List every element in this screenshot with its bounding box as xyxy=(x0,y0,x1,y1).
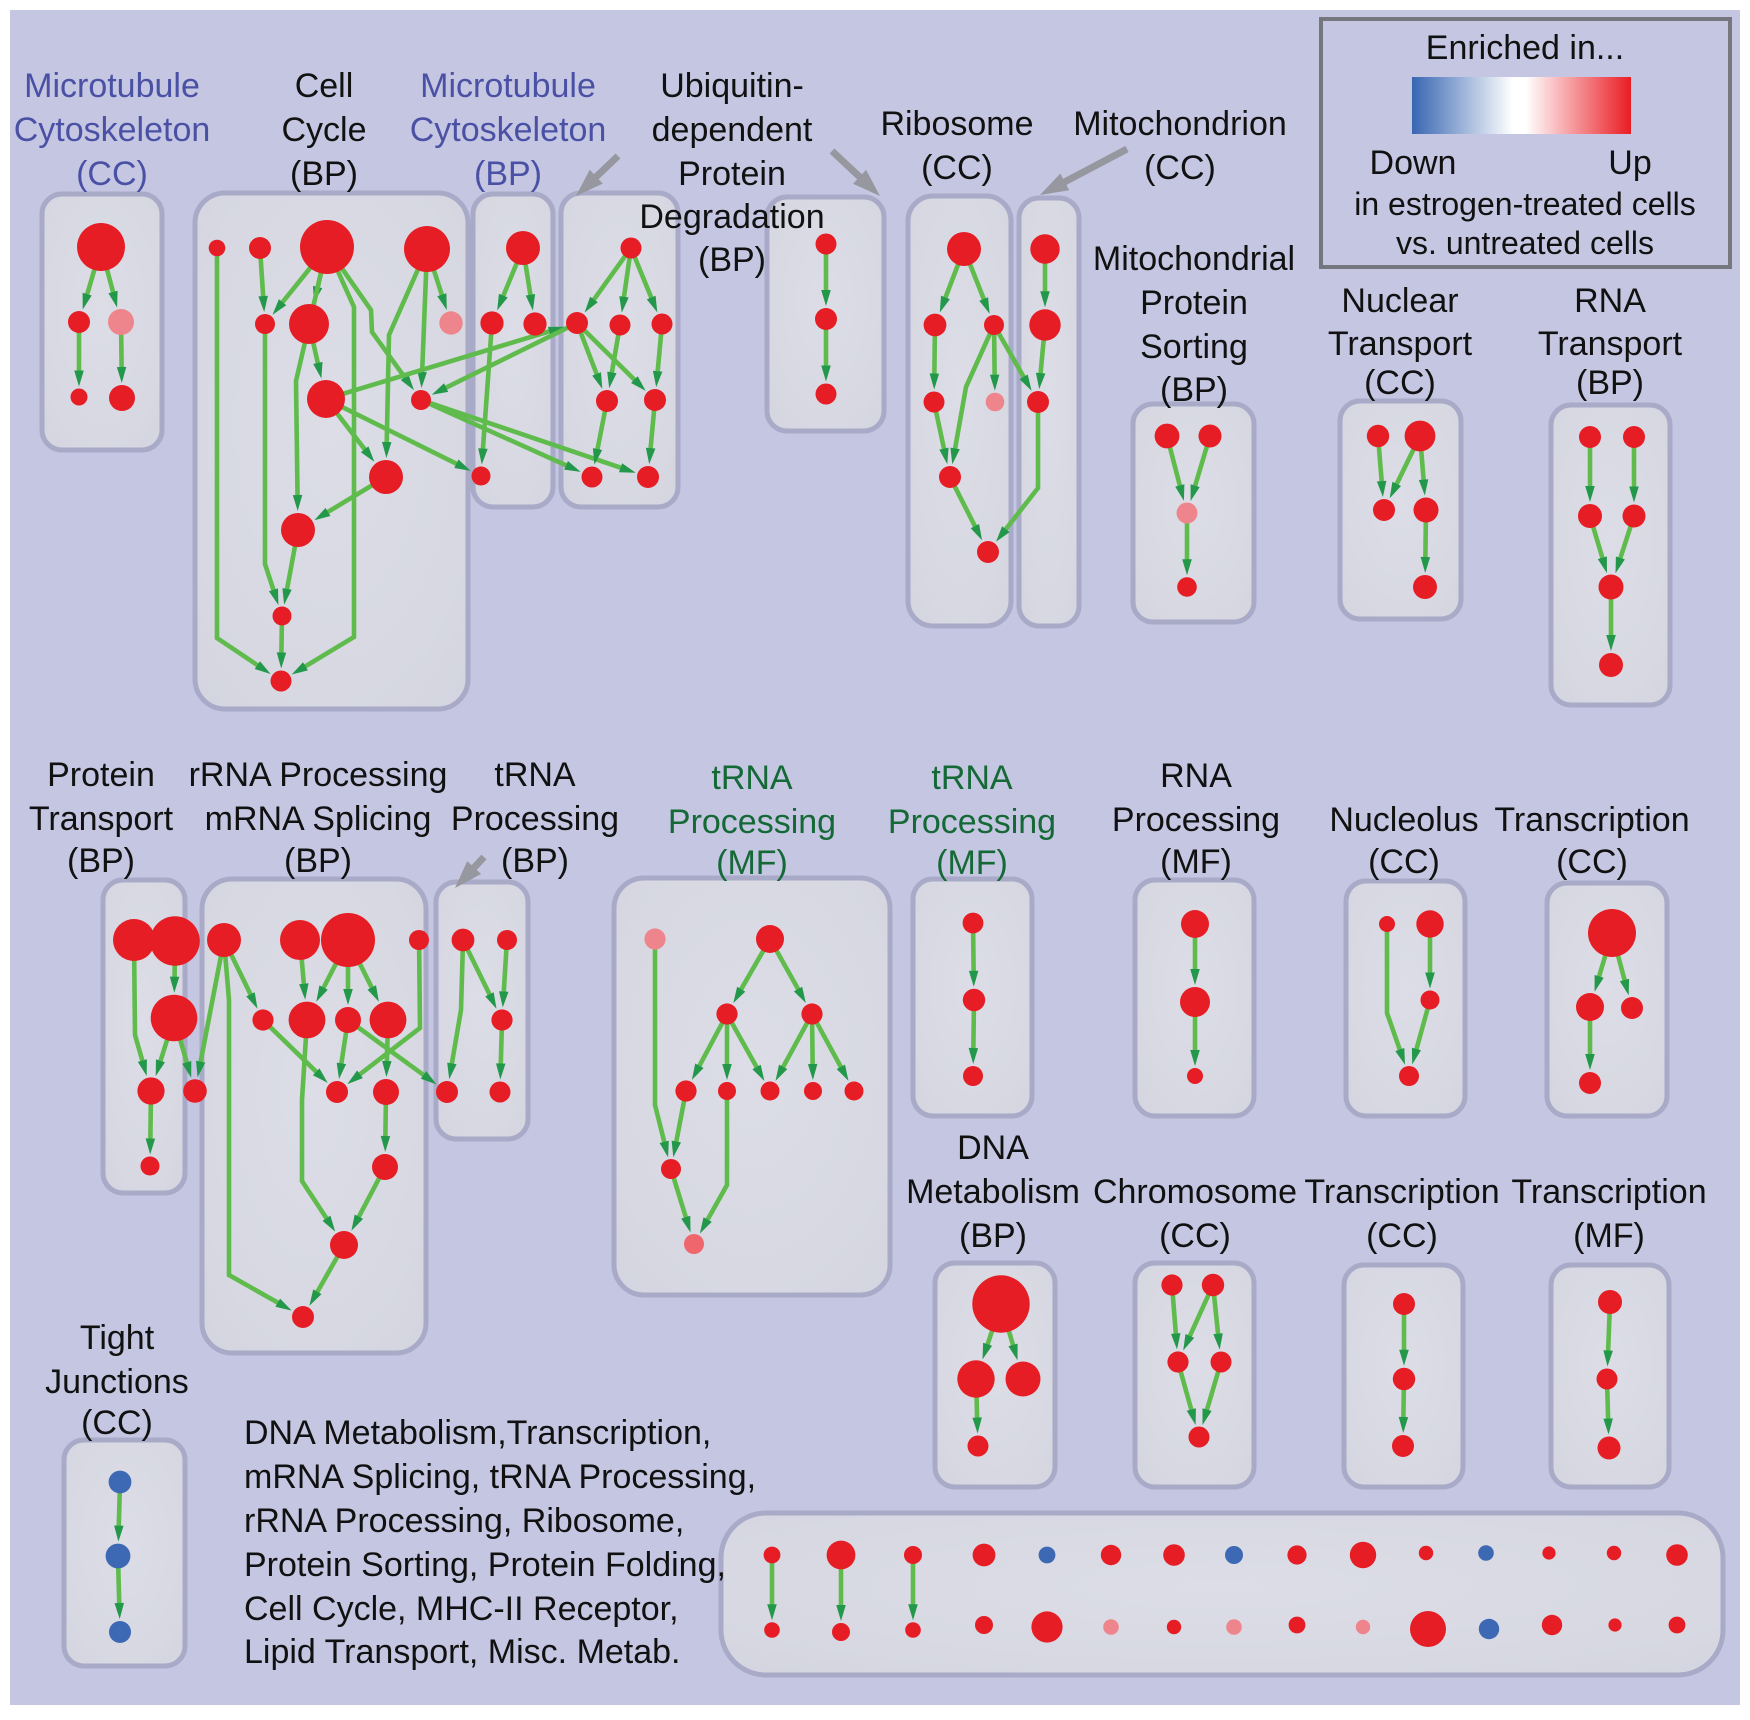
svg-text:(BP): (BP) xyxy=(959,1217,1027,1255)
svg-text:(BP): (BP) xyxy=(698,241,766,279)
svg-text:(CC): (CC) xyxy=(1144,149,1216,187)
svg-text:Transcription: Transcription xyxy=(1304,1173,1499,1211)
svg-text:Cytoskeleton: Cytoskeleton xyxy=(410,111,607,149)
svg-text:mRNA Splicing, tRNA Processing: mRNA Splicing, tRNA Processing, xyxy=(244,1458,756,1496)
svg-text:Protein: Protein xyxy=(47,756,155,794)
svg-text:(BP): (BP) xyxy=(284,842,352,880)
svg-text:tRNA: tRNA xyxy=(711,759,793,797)
svg-text:Mitochondrion: Mitochondrion xyxy=(1073,105,1287,143)
svg-text:Chromosome: Chromosome xyxy=(1093,1173,1297,1211)
svg-text:Nucleolus: Nucleolus xyxy=(1329,801,1478,839)
svg-text:Microtubule: Microtubule xyxy=(24,67,200,105)
svg-text:Nuclear: Nuclear xyxy=(1341,282,1458,320)
svg-text:(CC): (CC) xyxy=(1368,843,1440,881)
svg-text:Protein Sorting, Protein Foldi: Protein Sorting, Protein Folding, xyxy=(244,1546,726,1584)
svg-text:(BP): (BP) xyxy=(67,842,135,880)
svg-text:Cycle: Cycle xyxy=(281,111,366,149)
svg-text:Tight: Tight xyxy=(80,1319,155,1357)
svg-text:DNA Metabolism,Transcription,: DNA Metabolism,Transcription, xyxy=(244,1414,711,1452)
svg-text:RNA: RNA xyxy=(1574,282,1646,320)
svg-text:Enriched in...: Enriched in... xyxy=(1426,29,1624,67)
svg-text:Up: Up xyxy=(1608,144,1651,182)
svg-text:Ribosome: Ribosome xyxy=(880,105,1033,143)
svg-text:(BP): (BP) xyxy=(290,155,358,193)
svg-text:rRNA Processing: rRNA Processing xyxy=(189,756,448,794)
svg-text:Cell Cycle, MHC-II Receptor,: Cell Cycle, MHC-II Receptor, xyxy=(244,1590,679,1628)
svg-text:Ubiquitin-: Ubiquitin- xyxy=(660,67,804,105)
svg-text:(CC): (CC) xyxy=(1366,1217,1438,1255)
svg-text:Down: Down xyxy=(1370,144,1457,182)
svg-text:(BP): (BP) xyxy=(501,842,569,880)
svg-text:rRNA Processing, Ribosome,: rRNA Processing, Ribosome, xyxy=(244,1502,684,1540)
svg-text:Mitochondrial: Mitochondrial xyxy=(1093,240,1295,278)
svg-text:(CC): (CC) xyxy=(1556,843,1628,881)
svg-text:(MF): (MF) xyxy=(716,844,788,882)
svg-text:(CC): (CC) xyxy=(1364,364,1436,402)
svg-text:(MF): (MF) xyxy=(1573,1217,1645,1255)
svg-text:vs. untreated cells: vs. untreated cells xyxy=(1396,225,1654,261)
svg-text:Processing: Processing xyxy=(451,800,619,838)
svg-text:in estrogen-treated cells: in estrogen-treated cells xyxy=(1354,186,1696,222)
svg-text:Transport: Transport xyxy=(1538,325,1683,363)
svg-text:Transport: Transport xyxy=(29,800,174,838)
svg-text:Cell: Cell xyxy=(295,67,354,105)
svg-text:Transport: Transport xyxy=(1328,325,1473,363)
svg-text:RNA: RNA xyxy=(1160,757,1232,795)
svg-text:(CC): (CC) xyxy=(76,155,148,193)
svg-text:(CC): (CC) xyxy=(921,149,993,187)
svg-text:Transcription: Transcription xyxy=(1511,1173,1706,1211)
svg-text:Cytoskeleton: Cytoskeleton xyxy=(14,111,211,149)
svg-text:tRNA: tRNA xyxy=(494,756,576,794)
svg-text:(BP): (BP) xyxy=(1160,371,1228,409)
svg-text:(BP): (BP) xyxy=(1576,364,1644,402)
svg-text:tRNA: tRNA xyxy=(931,759,1013,797)
svg-text:dependent: dependent xyxy=(652,111,813,149)
svg-text:mRNA Splicing: mRNA Splicing xyxy=(205,800,432,838)
svg-text:Sorting: Sorting xyxy=(1140,328,1248,366)
svg-text:(MF): (MF) xyxy=(936,844,1008,882)
svg-text:(CC): (CC) xyxy=(1159,1217,1231,1255)
svg-text:Degradation: Degradation xyxy=(639,198,824,236)
svg-text:Protein: Protein xyxy=(678,155,786,193)
svg-text:Processing: Processing xyxy=(1112,801,1280,839)
svg-text:Transcription: Transcription xyxy=(1494,801,1689,839)
svg-text:Metabolism: Metabolism xyxy=(906,1173,1080,1211)
svg-text:Microtubule: Microtubule xyxy=(420,67,596,105)
svg-text:Lipid Transport, Misc. Metab.: Lipid Transport, Misc. Metab. xyxy=(244,1633,681,1671)
svg-text:(CC): (CC) xyxy=(81,1404,153,1442)
svg-text:Protein: Protein xyxy=(1140,284,1248,322)
svg-text:(MF): (MF) xyxy=(1160,843,1232,881)
svg-text:(BP): (BP) xyxy=(474,155,542,193)
svg-text:Processing: Processing xyxy=(888,803,1056,841)
svg-text:DNA: DNA xyxy=(957,1129,1029,1167)
svg-text:Processing: Processing xyxy=(668,803,836,841)
svg-text:Junctions: Junctions xyxy=(45,1363,189,1401)
